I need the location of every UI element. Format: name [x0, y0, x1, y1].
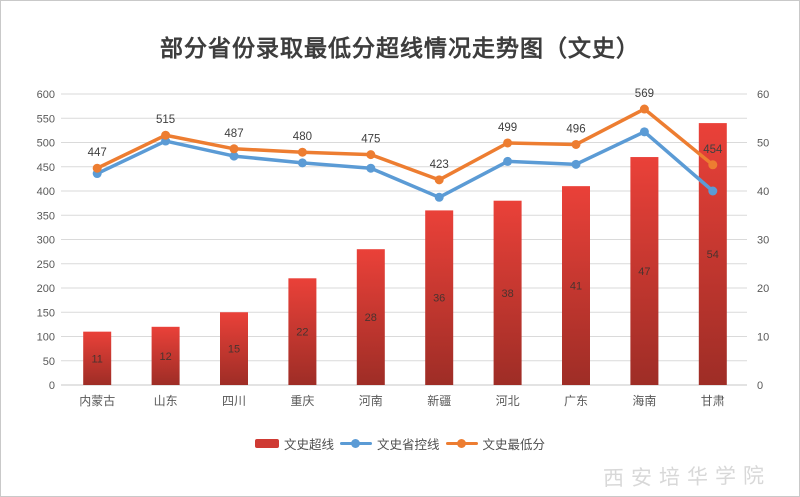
legend-item-blue-line: 文史省控线 [339, 434, 440, 453]
min-score-line-point [639, 104, 649, 114]
y-axis-right-tick-label: 60 [757, 89, 769, 101]
legend-label: 文史超线 [283, 437, 334, 452]
y-axis-left-tick-label: 300 [37, 235, 55, 247]
line-data-label: 480 [293, 131, 312, 143]
y-axis-left-tick-label: 500 [37, 138, 55, 150]
province-control-line-point [366, 163, 376, 173]
line-data-label: 515 [156, 114, 175, 126]
province-control-line-point [503, 156, 513, 166]
bar-data-label: 47 [638, 266, 650, 278]
province-control-line [95, 130, 715, 200]
bar-data-label: 15 [228, 344, 240, 356]
bar-data-label: 12 [159, 351, 171, 363]
legend-blue-dot-icon [351, 438, 361, 448]
x-axis-category-label: 重庆 [290, 394, 314, 408]
x-axis-category-label: 广东 [564, 394, 588, 408]
x-axis-category-label: 内蒙古 [79, 393, 115, 408]
watermark: 西安培华学院 [602, 463, 772, 491]
y-axis-left-tick-label: 200 [37, 283, 55, 295]
x-axis-category-label: 河北 [496, 394, 520, 408]
y-axis-right-tick-label: 40 [757, 186, 769, 198]
province-control-line-point [571, 159, 581, 169]
y-axis-left-tick-label: 0 [49, 380, 55, 392]
legend-label: 文史省控线 [376, 437, 440, 452]
x-axis-category-label: 山东 [154, 394, 178, 408]
y-axis-left-tick-label: 450 [37, 162, 55, 174]
min-score-line-point [434, 175, 444, 185]
legend-orange-line-marker [445, 438, 478, 448]
bar-data-label: 36 [433, 293, 445, 305]
legend-label: 文史最低分 [482, 437, 546, 452]
bar [562, 186, 590, 385]
y-axis-left-tick-label: 150 [37, 307, 55, 319]
line-data-label: 487 [224, 128, 243, 140]
y-axis-right-tick-label: 20 [757, 283, 769, 295]
legend-bar-swatch [254, 438, 279, 448]
min-score-line-point [92, 163, 102, 173]
chart-title: 部分省份录取最低分超线情况走势图（文史） [160, 35, 640, 61]
province-control-line-point [708, 186, 718, 196]
min-score-line-point [297, 147, 307, 157]
line-data-label: 454 [703, 144, 723, 156]
min-score-line-point [229, 144, 239, 154]
province-control-line-point [297, 158, 307, 168]
province-control-line-point [639, 127, 649, 137]
bar-data-label: 11 [91, 353, 102, 365]
line-data-label: 447 [88, 147, 107, 159]
bar-data-label: 41 [570, 281, 582, 293]
y-axis-right-tick-label: 30 [757, 235, 769, 247]
line-data-label: 499 [498, 122, 517, 134]
y-axis-left-tick-label: 100 [37, 332, 55, 344]
y-axis-left-tick-label: 550 [37, 113, 55, 125]
min-score-line-point [503, 138, 513, 148]
bar [151, 326, 180, 385]
province-control-line-point [434, 192, 444, 202]
bar [630, 157, 659, 385]
x-axis-category-label: 海南 [632, 393, 656, 408]
y-axis-right-tick-label: 50 [757, 138, 769, 150]
line-data-label: 423 [430, 159, 449, 171]
legend-orange-dot-icon [457, 438, 466, 448]
bar [220, 312, 248, 385]
bar [83, 331, 112, 385]
y-axis-right-tick-label: 10 [757, 332, 769, 344]
bar-data-label: 28 [365, 312, 377, 324]
line-data-label: 569 [635, 88, 654, 100]
y-axis-left-tick-label: 400 [37, 186, 55, 198]
line-data-label: 496 [566, 123, 585, 135]
y-axis-right-tick-label: 0 [757, 380, 763, 392]
line-data-label: 475 [361, 134, 380, 146]
min-score-line [95, 107, 715, 182]
min-score-line-point [571, 139, 581, 149]
legend-item-orange-line: 文史最低分 [445, 434, 546, 453]
y-axis-left-tick-label: 250 [37, 259, 55, 271]
bar [288, 278, 317, 385]
bar [493, 200, 522, 385]
bar-data-label: 54 [707, 249, 719, 261]
chart-legend: 文史超线 文史省控线 文史最低分 [1, 434, 799, 452]
province-control-line-point [229, 151, 239, 161]
x-axis-category-label: 甘肃 [701, 394, 725, 408]
bar-data-label: 22 [296, 327, 308, 339]
x-axis-category-label: 新疆 [427, 393, 451, 408]
bar [356, 249, 385, 385]
legend-blue-line-marker [339, 438, 372, 448]
min-score-line-point [366, 150, 376, 160]
y-axis-left-tick-label: 600 [37, 89, 55, 101]
bar-data-label: 38 [501, 288, 513, 300]
x-axis-category-label: 四川 [222, 394, 246, 408]
min-score-line-point [708, 160, 718, 170]
y-axis-left-tick-label: 350 [37, 210, 55, 222]
min-score-line-point [161, 130, 171, 140]
x-axis-category-label: 河南 [359, 393, 383, 408]
y-axis-left-tick-label: 50 [43, 356, 55, 368]
legend-item-bar-series: 文史超线 [254, 434, 334, 453]
bar [425, 210, 454, 385]
